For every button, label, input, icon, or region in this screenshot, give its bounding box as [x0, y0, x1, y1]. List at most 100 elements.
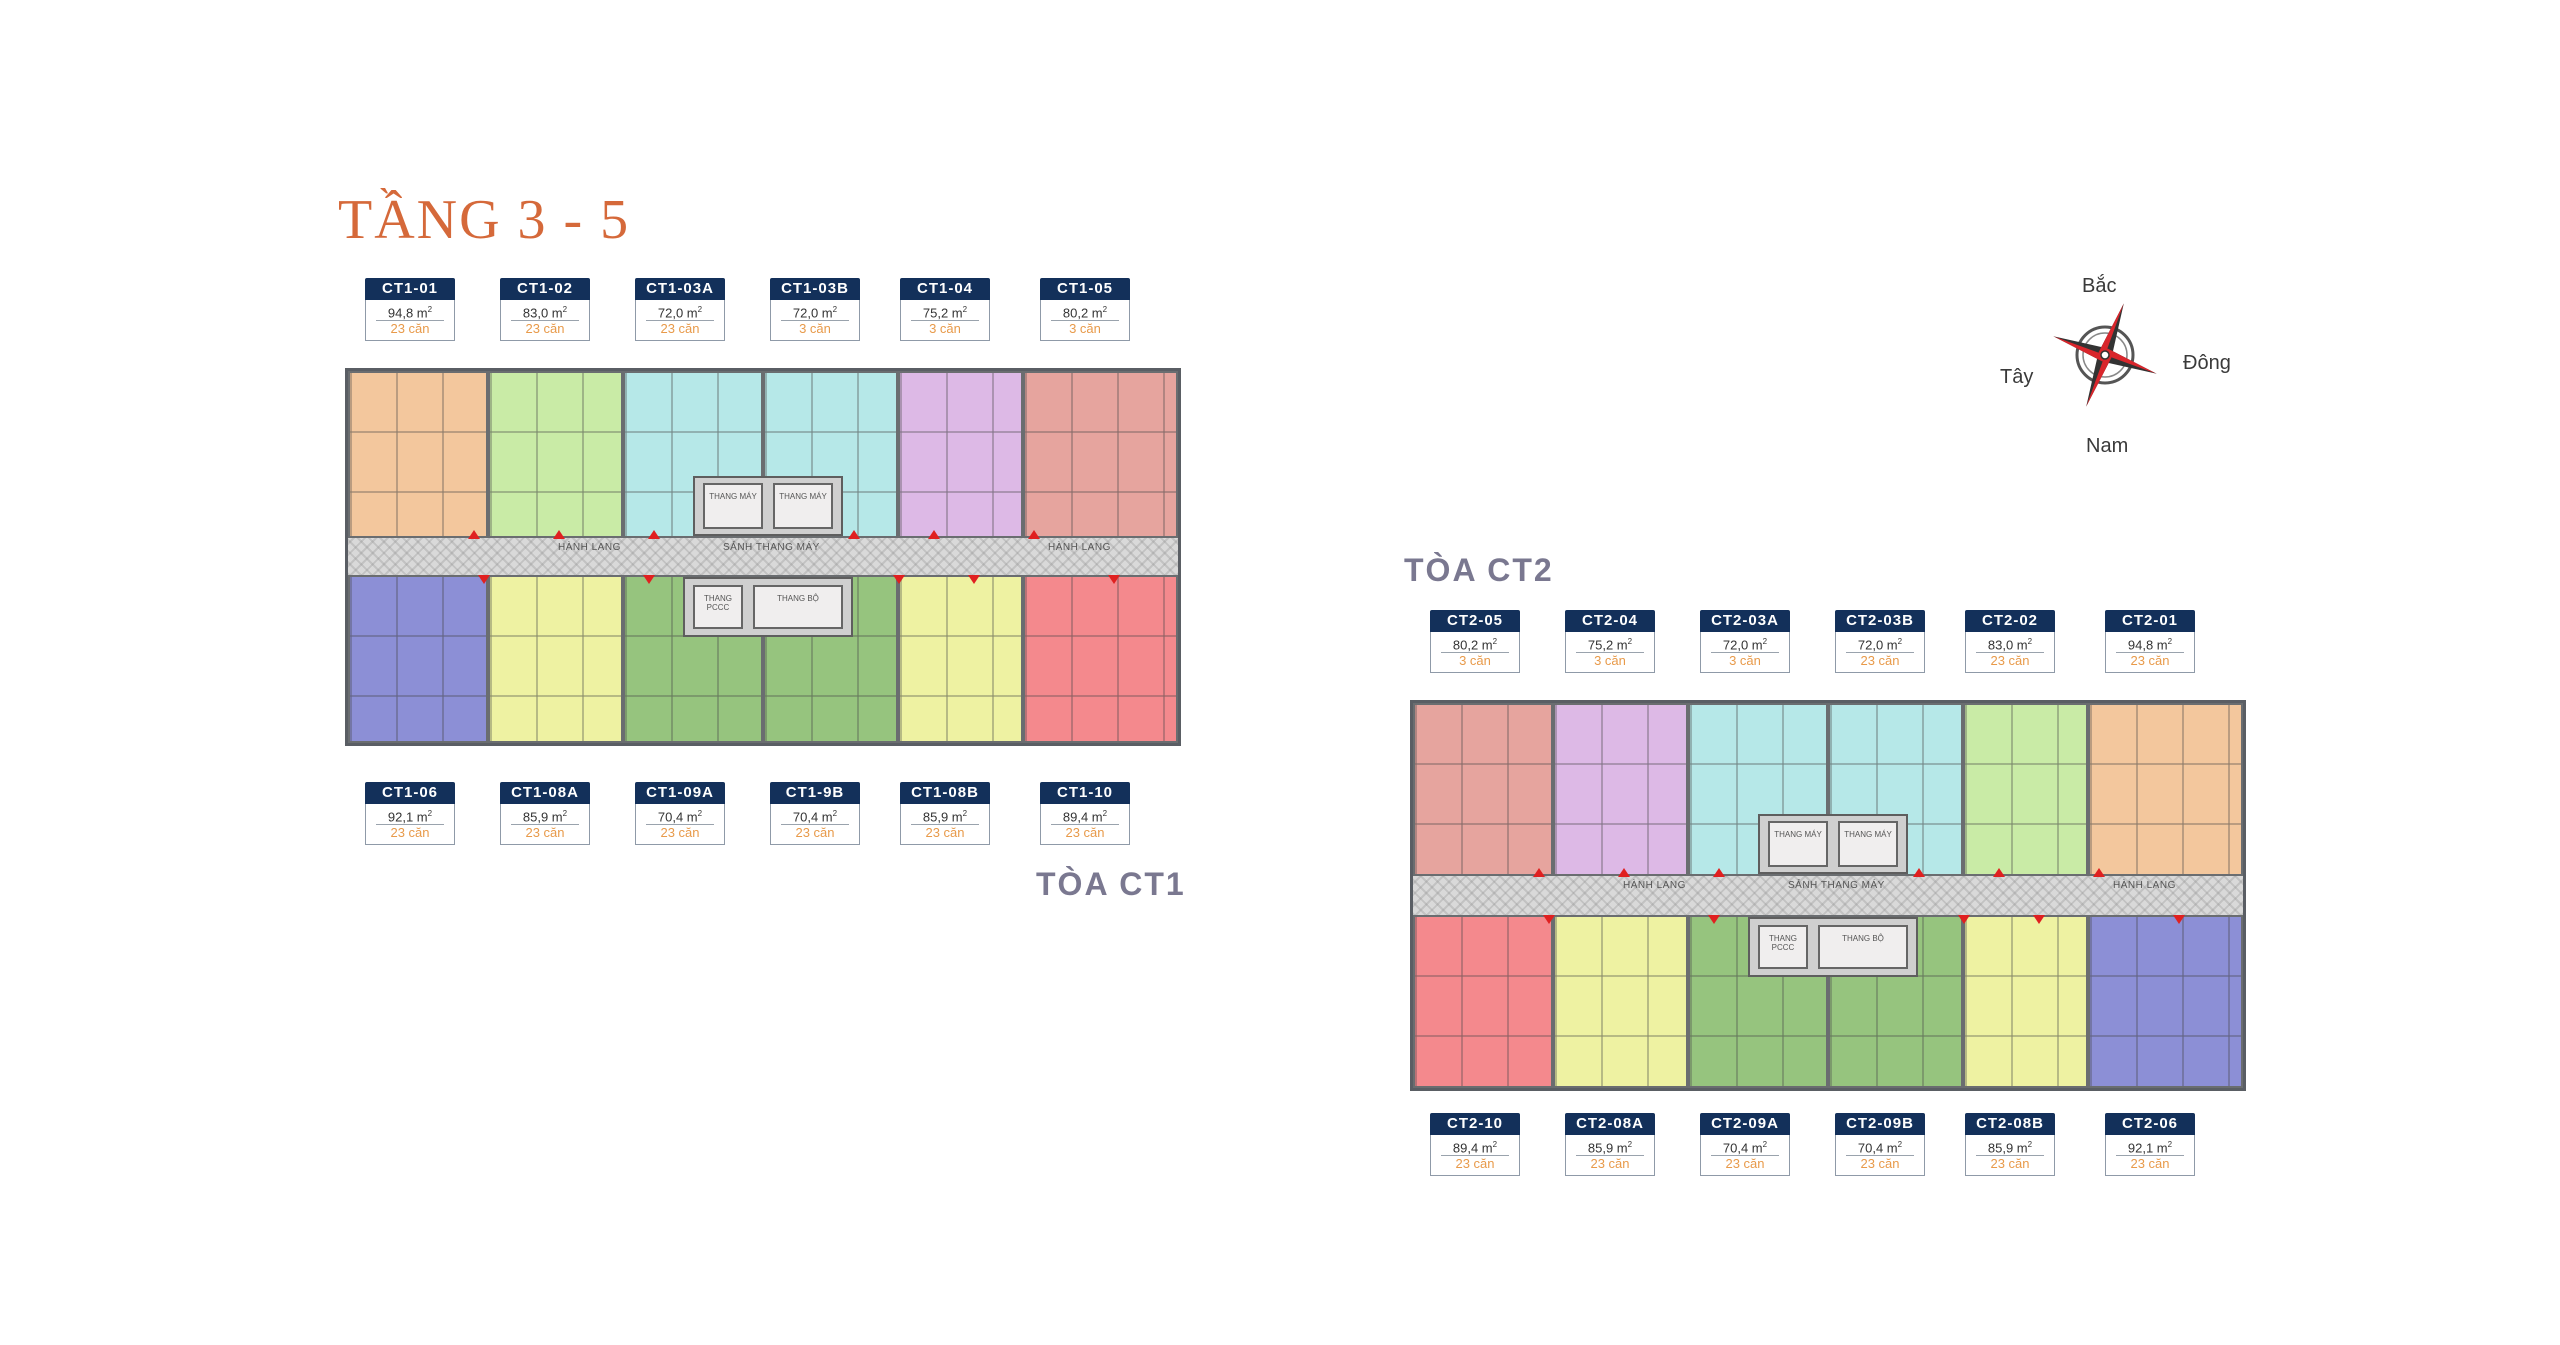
entrance-arrow-icon [1708, 915, 1720, 924]
unit-code: CT1-10 [1040, 782, 1130, 804]
unit-count: 23 căn [795, 825, 835, 841]
unit-area-superscript: 2 [1762, 637, 1768, 646]
unit-tag-body: 92,1 m2 23 căn [365, 804, 455, 846]
elevator-shaft: THANG MÁY [703, 483, 763, 529]
unit-area-superscript: 2 [697, 305, 703, 314]
lobby-label: SẢNH THANG MÁY [723, 542, 820, 553]
unit-area: 92,1 m2 [376, 806, 444, 826]
unit-area-value: 80,2 m [1452, 637, 1493, 653]
unit-count: 23 căn [525, 321, 565, 337]
unit-code: CT1-03B [770, 278, 860, 300]
unit-tag-body: 72,0 m2 23 căn [635, 300, 725, 342]
unit-area: 75,2 m2 [1576, 634, 1644, 654]
unit-tag-body: 92,1 m2 23 căn [2105, 1135, 2195, 1177]
unit-area-value: 92,1 m [387, 809, 428, 825]
unit-area: 92,1 m2 [2116, 1137, 2184, 1157]
unit-tag: CT1-02 83,0 m2 23 căn [500, 278, 590, 342]
unit-count: 23 căn [1725, 1156, 1765, 1172]
unit-area-value: 70,4 m [1722, 1140, 1763, 1156]
unit-tag: CT2-08A 85,9 m2 23 căn [1565, 1113, 1655, 1177]
unit-area-superscript: 2 [1492, 637, 1498, 646]
unit-count: 23 căn [525, 825, 565, 841]
unit-tag-body: 80,2 m2 3 căn [1040, 300, 1130, 342]
corridor-label: HÀNH LANG [1048, 542, 1111, 553]
unit-area: 70,4 m2 [1711, 1137, 1779, 1157]
unit-count: 3 căn [929, 321, 961, 337]
unit-area-superscript: 2 [1627, 1140, 1633, 1149]
ct2-floor-plan: THANG MÁY THANG MÁY THANG PCCC THANG BỘ HÀNH… [1410, 700, 2246, 1091]
unit-code: CT2-02 [1965, 610, 2055, 632]
apartment-unit [1023, 575, 1178, 743]
unit-count: 23 căn [1860, 1156, 1900, 1172]
unit-area-value: 85,9 m [1987, 1140, 2028, 1156]
unit-code: CT1-02 [500, 278, 590, 300]
unit-area-value: 85,9 m [922, 809, 963, 825]
unit-area: 85,9 m2 [511, 806, 579, 826]
unit-code: CT2-03A [1700, 610, 1790, 632]
unit-area-value: 70,4 m [1857, 1140, 1898, 1156]
unit-tag: CT2-03A 72,0 m2 3 căn [1700, 610, 1790, 674]
unit-tag-body: 72,0 m2 3 căn [770, 300, 860, 342]
unit-area: 83,0 m2 [1976, 634, 2044, 654]
main-stair: THANG BỘ [1818, 925, 1908, 969]
unit-tag-body: 75,2 m2 3 căn [900, 300, 990, 342]
unit-area: 89,4 m2 [1051, 806, 1119, 826]
unit-tag: CT2-10 89,4 m2 23 căn [1430, 1113, 1520, 1177]
unit-tag: CT1-06 92,1 m2 23 căn [365, 782, 455, 846]
unit-tag: CT2-04 75,2 m2 3 căn [1565, 610, 1655, 674]
apartment-unit [1553, 703, 1688, 876]
unit-tag-body: 89,4 m2 23 căn [1040, 804, 1130, 846]
unit-tag-body: 94,8 m2 23 căn [2105, 632, 2195, 674]
unit-count: 23 căn [1590, 1156, 1630, 1172]
apartment-unit [898, 371, 1023, 538]
unit-count: 3 căn [799, 321, 831, 337]
unit-area-superscript: 2 [962, 809, 968, 818]
unit-area-superscript: 2 [1762, 1140, 1768, 1149]
corridor-label: HÀNH LANG [558, 542, 621, 553]
unit-area-superscript: 2 [832, 809, 838, 818]
unit-area: 72,0 m2 [1711, 634, 1779, 654]
apartment-unit [898, 575, 1023, 743]
unit-area: 72,0 m2 [781, 302, 849, 322]
unit-tag: CT1-01 94,8 m2 23 căn [365, 278, 455, 342]
unit-tag-body: 89,4 m2 23 căn [1430, 1135, 1520, 1177]
unit-code: CT2-01 [2105, 610, 2195, 632]
entrance-arrow-icon [468, 530, 480, 539]
unit-tag-body: 83,0 m2 23 căn [500, 300, 590, 342]
unit-tag: CT1-09A 70,4 m2 23 căn [635, 782, 725, 846]
unit-area-superscript: 2 [2167, 637, 2173, 646]
ct1-floor-plan: THANG MÁY THANG MÁY THANG PCCC THANG BỘ HÀNH… [345, 368, 1181, 746]
unit-code: CT1-08B [900, 782, 990, 804]
unit-code: CT2-10 [1430, 1113, 1520, 1135]
unit-code: CT2-09A [1700, 1113, 1790, 1135]
unit-area-value: 72,0 m [792, 305, 833, 321]
unit-count: 23 căn [925, 825, 965, 841]
unit-tag-body: 70,4 m2 23 căn [1700, 1135, 1790, 1177]
unit-area-value: 72,0 m [657, 305, 698, 321]
unit-code: CT1-08A [500, 782, 590, 804]
fire-stair: THANG PCCC [1758, 925, 1808, 969]
apartment-unit [1413, 915, 1553, 1088]
corridor-label: HÀNH LANG [2113, 880, 2176, 891]
unit-area-value: 89,4 m [1062, 809, 1103, 825]
compass-south-label: Nam [2086, 435, 2129, 457]
unit-area-value: 80,2 m [1062, 305, 1103, 321]
entrance-arrow-icon [648, 530, 660, 539]
entrance-arrow-icon [1993, 868, 2005, 877]
apartment-unit [348, 371, 488, 538]
entrance-arrow-icon [1543, 915, 1555, 924]
apartment-unit [488, 575, 623, 743]
unit-area-superscript: 2 [1102, 305, 1108, 314]
lobby-label: SẢNH THANG MÁY [1788, 880, 1885, 891]
elevator-shaft: THANG MÁY [773, 483, 833, 529]
unit-area-value: 89,4 m [1452, 1140, 1493, 1156]
entrance-arrow-icon [1913, 868, 1925, 877]
entrance-arrow-icon [1028, 530, 1040, 539]
entrance-arrow-icon [478, 575, 490, 584]
unit-code: CT2-09B [1835, 1113, 1925, 1135]
unit-tag-body: 70,4 m2 23 căn [635, 804, 725, 846]
apartment-unit [1413, 703, 1553, 876]
apartment-unit [348, 575, 488, 743]
unit-code: CT2-08A [1565, 1113, 1655, 1135]
unit-area: 94,8 m2 [2116, 634, 2184, 654]
